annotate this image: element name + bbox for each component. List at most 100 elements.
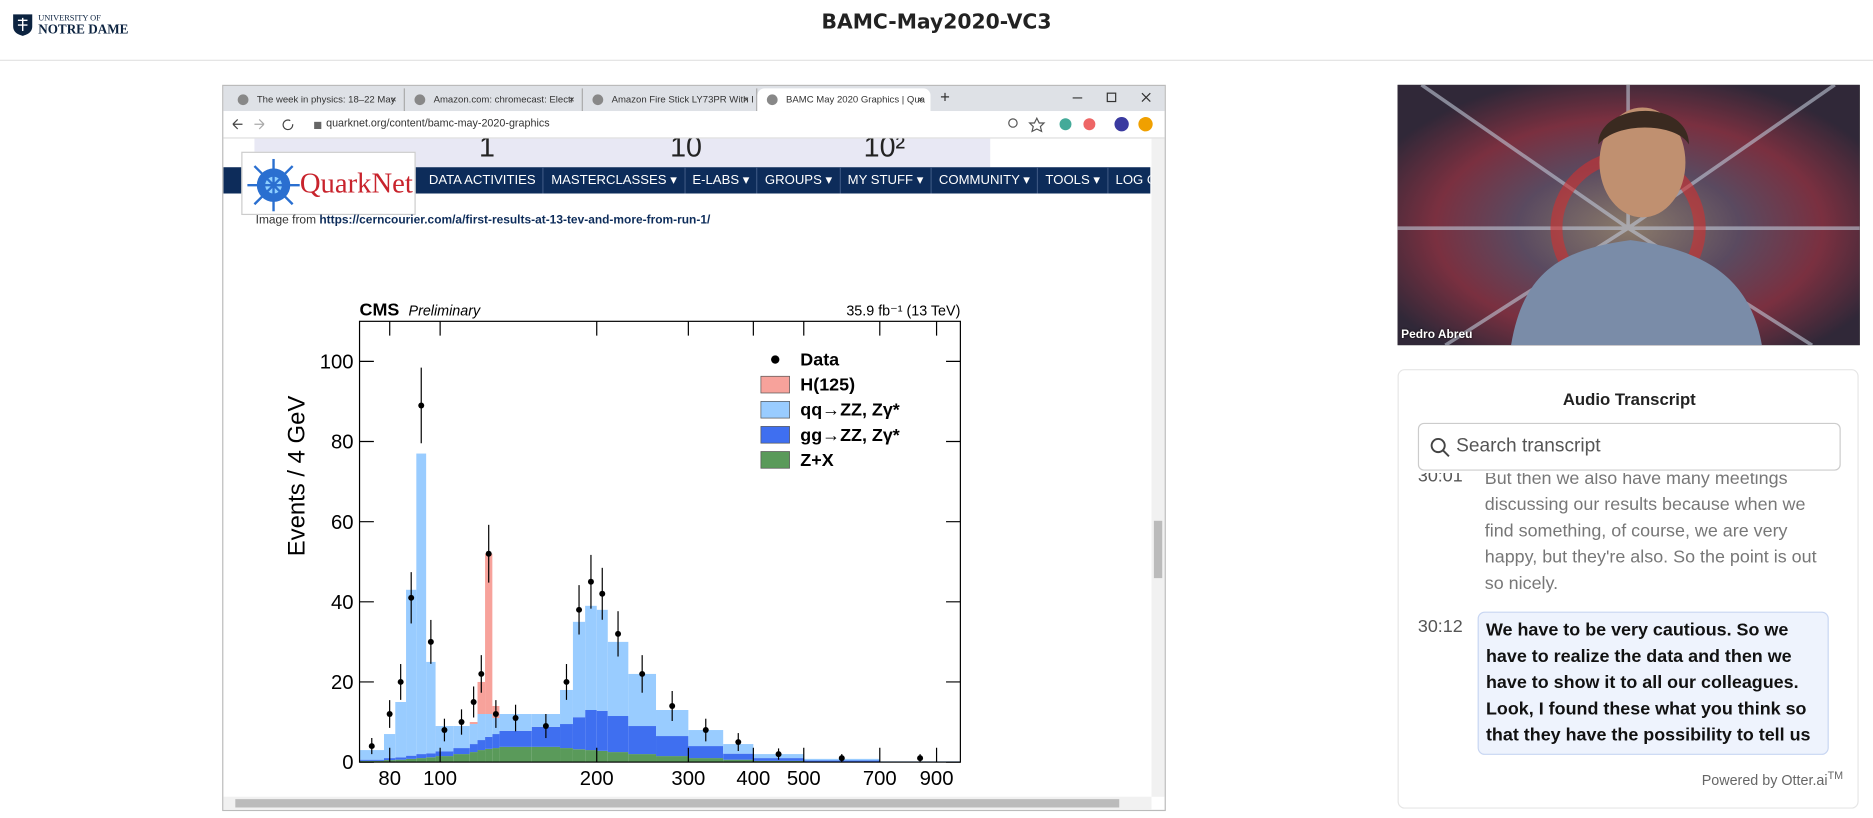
- histogram-bar: [395, 701, 407, 758]
- transcript-text: But then we also have many meetings disc…: [1484, 473, 1817, 594]
- histogram-bar: [383, 734, 396, 759]
- legend-swatch: [760, 451, 790, 469]
- scroll-thumb[interactable]: [235, 799, 1120, 808]
- histogram-bar: [416, 758, 427, 763]
- histogram-bar: [723, 753, 754, 760]
- top-bar: UNIVERSITY OF NOTRE DAME BAMC-May2020-VC…: [0, 0, 1873, 61]
- nav-item[interactable]: LOG OUT: [1108, 167, 1151, 193]
- powered-text: Powered by Otter.ai: [1701, 771, 1828, 789]
- histogram-bar: [477, 750, 486, 763]
- legend-swatch: [760, 375, 790, 394]
- histogram-bar: [435, 751, 454, 757]
- histogram-bar: [416, 453, 427, 755]
- histogram-bar: [607, 752, 629, 763]
- horizontal-scrollbar[interactable]: [223, 796, 1152, 810]
- notre-dame-logo[interactable]: UNIVERSITY OF NOTRE DAME: [12, 12, 128, 38]
- nav-item[interactable]: GROUPS: [758, 167, 841, 194]
- x-tick-label: 400: [736, 768, 770, 790]
- browser-tab[interactable]: Amazon Fire Stick LY73PR With I ×: [583, 88, 758, 112]
- transcript-entries: 30:01 But then we also have many meetings…: [1418, 473, 1848, 760]
- web-page: 1 10 10² DATA ACTIVITIESMASTERCLASSESE-L…: [223, 138, 1151, 797]
- nav-item[interactable]: TOOLS: [1038, 167, 1109, 194]
- tab-close[interactable]: ×: [568, 94, 575, 106]
- histogram-bar: [499, 730, 532, 747]
- histogram-bar: [596, 609, 608, 711]
- nav-buttons[interactable]: [231, 117, 324, 131]
- vertical-scrollbar[interactable]: [1151, 138, 1165, 797]
- histogram-bar: [485, 736, 493, 749]
- nav-item[interactable]: E-LABS: [685, 167, 758, 194]
- search-box[interactable]: Search transcript: [1417, 422, 1841, 471]
- histogram-bar: [723, 759, 754, 763]
- browser-tab[interactable]: BAMC May 2020 Graphics | Qua ×: [757, 88, 931, 112]
- histogram-bar: [453, 754, 470, 763]
- quarknet-logo[interactable]: QuarkNet: [241, 151, 416, 216]
- timestamp: 30:01: [1417, 473, 1463, 487]
- browser-tab[interactable]: Amazon.com: chromecast: Electr ×: [405, 88, 583, 112]
- x-tick-label: 100: [423, 768, 457, 790]
- data-point: [397, 678, 404, 685]
- tab-close[interactable]: ×: [390, 94, 397, 106]
- url[interactable]: quarknet.org/content/bamc-may-2020-graph…: [326, 117, 550, 130]
- tab-title: The week in physics: 18–22 May: [256, 94, 396, 106]
- video-frame: [1397, 84, 1860, 346]
- data-point: [838, 755, 845, 762]
- data-point: [512, 715, 519, 722]
- histogram-bar: [492, 734, 500, 749]
- data-point: [386, 711, 393, 717]
- search-icon: [1430, 438, 1450, 457]
- data-point: [563, 678, 570, 685]
- x-tick-label: 300: [671, 768, 705, 790]
- nav-item[interactable]: DATA ACTIVITIES: [422, 167, 545, 194]
- scroll-thumb[interactable]: [1153, 520, 1163, 579]
- histogram-bar: [453, 748, 470, 755]
- histogram-bar: [596, 750, 608, 763]
- cut-label: 1: [478, 138, 495, 164]
- histogram-bar: [753, 760, 804, 763]
- logo-burst: [247, 158, 300, 212]
- transcript-entry[interactable]: 30:01 But then we also have many meetings…: [1418, 473, 1848, 602]
- tab-bar: + The week in physics: 18–22 May × Amazon.…: [223, 86, 1165, 112]
- toolbar-icons[interactable]: [1006, 116, 1161, 133]
- legend-swatch: [760, 426, 790, 444]
- data-point: [775, 751, 782, 758]
- histogram-bar: [359, 760, 384, 763]
- nav-item[interactable]: MY STUFF: [840, 167, 932, 194]
- histogram-bar: [596, 710, 608, 751]
- new-tab-button[interactable]: +: [940, 87, 950, 107]
- histogram-bar: [395, 759, 407, 763]
- data-point: [408, 594, 415, 601]
- histogram-bar: [485, 714, 493, 737]
- tab-close[interactable]: ×: [743, 94, 749, 106]
- histogram-bar: [572, 749, 586, 763]
- histogram-bar: [560, 748, 573, 763]
- x-tick-label: 80: [378, 768, 401, 790]
- histogram-bar: [426, 757, 436, 763]
- nav-item[interactable]: COMMUNITY: [932, 167, 1039, 194]
- video-feed: Pedro Abreu: [1397, 84, 1860, 346]
- search-placeholder: Search transcript: [1456, 435, 1601, 457]
- histogram-bar: [435, 756, 454, 763]
- cut-label: 10²: [863, 138, 906, 164]
- plot-frame: [358, 320, 961, 763]
- histogram-bar: [359, 759, 384, 761]
- histogram-bar: [585, 709, 597, 751]
- data-point: [917, 755, 924, 762]
- histogram-bar: [688, 746, 724, 759]
- y-tick-label: 0: [342, 752, 353, 774]
- timestamp: 30:12: [1417, 616, 1463, 637]
- panel-title: Audio Transcript: [1562, 389, 1696, 409]
- y-tick-label: 80: [331, 432, 354, 454]
- histogram-bar: [607, 641, 629, 717]
- transcript-panel: Audio Transcript Search transcript 30:01…: [1397, 369, 1859, 809]
- transcript-entry[interactable]: 30:12 We have to be very cautious. So we …: [1417, 611, 1848, 755]
- window-controls[interactable]: [1065, 91, 1161, 105]
- tab-close[interactable]: ×: [917, 94, 924, 106]
- caption-link[interactable]: https://cerncourier.com/a/first-results-…: [319, 213, 711, 227]
- browser-window: + The week in physics: 18–22 May × Amazon.…: [222, 84, 1166, 812]
- y-tick-label: 100: [320, 352, 354, 374]
- browser-tab[interactable]: The week in physics: 18–22 May ×: [228, 88, 405, 112]
- nav-item[interactable]: MASTERCLASSES: [544, 167, 686, 194]
- data-point: [485, 550, 492, 557]
